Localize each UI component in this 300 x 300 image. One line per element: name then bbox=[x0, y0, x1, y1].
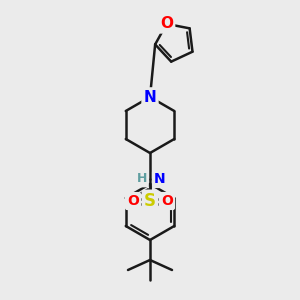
Text: S: S bbox=[144, 192, 156, 210]
Text: O: O bbox=[161, 194, 173, 208]
Text: O: O bbox=[127, 194, 139, 208]
Text: N: N bbox=[144, 89, 156, 104]
Text: O: O bbox=[160, 16, 173, 32]
Text: H: H bbox=[136, 172, 147, 185]
Text: N: N bbox=[154, 172, 166, 186]
